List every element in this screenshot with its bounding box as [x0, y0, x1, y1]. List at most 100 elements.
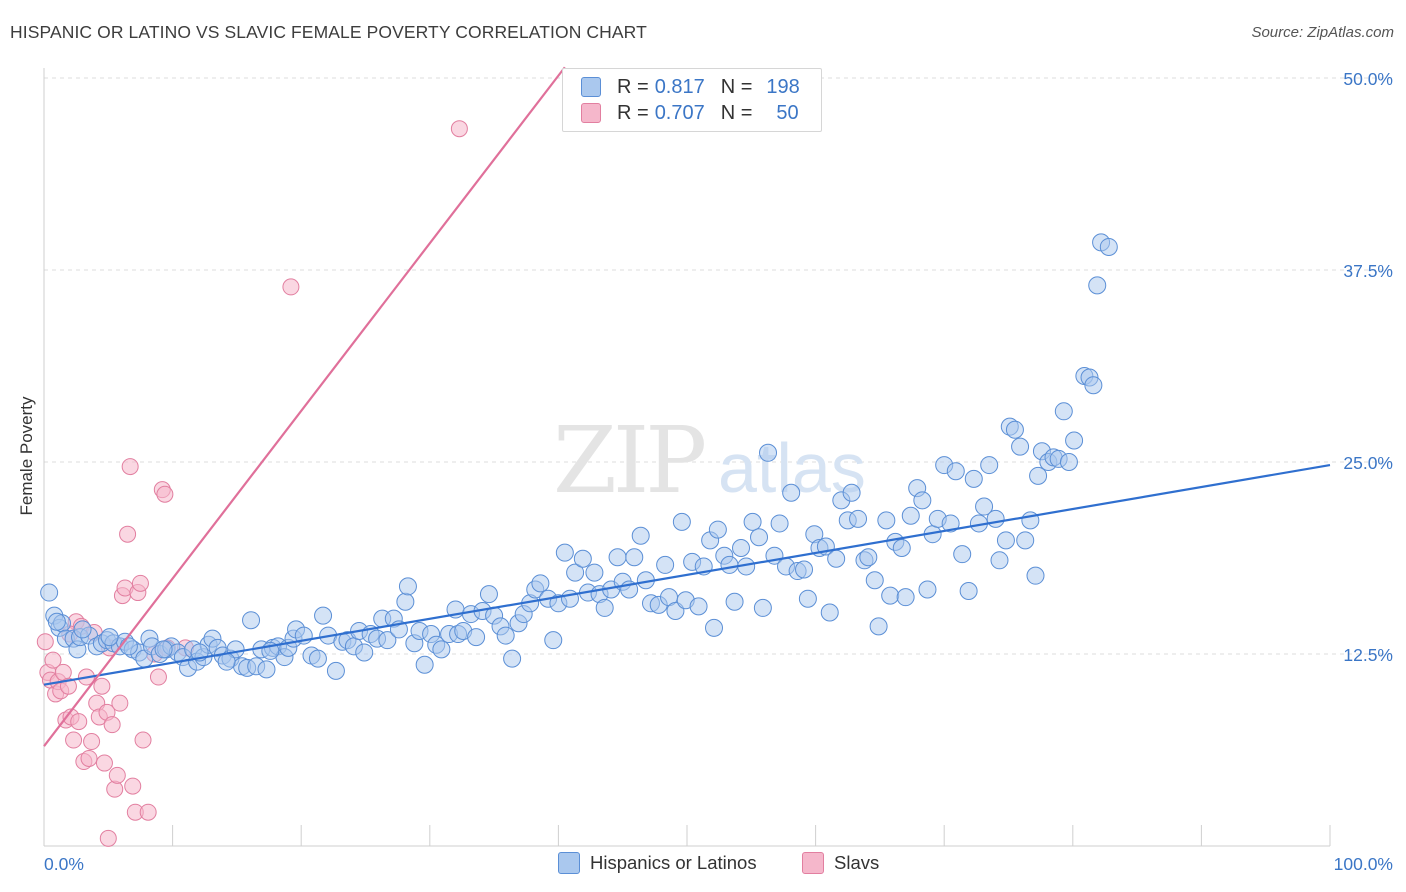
hispanic-point — [708, 520, 727, 539]
hispanic-point — [753, 598, 772, 617]
hispanic-point — [689, 597, 708, 616]
slav-point — [139, 803, 157, 821]
bottom-legend-swatch-slavs — [802, 852, 824, 874]
hispanic-point — [585, 563, 604, 582]
legend-swatch-slavs — [581, 103, 601, 123]
slav-point — [282, 278, 300, 296]
hispanic-point — [975, 497, 994, 516]
hispanic-point — [100, 628, 119, 647]
hispanic-point — [1059, 453, 1078, 471]
hispanic-point — [1026, 566, 1045, 585]
legend-r-value: 0.707 — [654, 101, 705, 124]
hispanic-point — [1088, 276, 1107, 295]
hispanic-point — [732, 539, 751, 558]
hispanic-point — [953, 545, 972, 564]
tick-labels: 12.5% 25.0% 37.5% 50.0% 0.0% 100.0% — [44, 69, 1393, 874]
legend-r-label: R = — [617, 75, 649, 98]
hispanic-point — [1054, 402, 1073, 421]
bottom-legend-label-slavs: Slavs — [834, 852, 880, 873]
slav-point — [95, 754, 113, 772]
legend-n-value: 198 — [766, 75, 800, 98]
hispanic-point — [865, 571, 884, 590]
hispanic-point — [913, 491, 932, 510]
hispanic-point — [531, 574, 550, 593]
hispanic-point — [544, 631, 563, 650]
hispanic-point — [355, 643, 374, 662]
watermark-zip: ZIP — [553, 407, 704, 514]
x-tick-label: 0.0% — [44, 854, 84, 874]
hispanic-point — [631, 526, 650, 545]
hispanic-point — [503, 649, 522, 668]
hispanic-point — [566, 563, 585, 582]
legend-row-slavs: R = 0.707 N = 50 — [581, 101, 799, 125]
hispanic-point — [1029, 466, 1048, 485]
y-tick-label: 12.5% — [1343, 645, 1393, 665]
bottom-legend-label-hispanics: Hispanics or Latinos — [590, 852, 757, 873]
slav-point — [124, 777, 142, 795]
y-tick-label: 37.5% — [1343, 261, 1393, 281]
hispanic-point — [842, 483, 861, 502]
hispanic-point — [154, 640, 173, 659]
slav-point — [103, 716, 121, 734]
hispanic-point — [996, 531, 1015, 550]
legend-n-label: N = — [720, 101, 753, 124]
slav-point — [93, 677, 111, 695]
trend-lines — [43, 66, 1331, 747]
hispanic-point — [964, 469, 983, 488]
hispanic-point — [849, 509, 868, 528]
legend-swatch-hispanics — [581, 77, 601, 97]
slav-point — [121, 458, 139, 476]
hispanic-point — [941, 514, 960, 533]
slav-point — [149, 668, 167, 686]
hispanic-point — [119, 637, 138, 656]
slav-point — [111, 694, 129, 712]
hispanic-point — [1011, 437, 1030, 456]
hispanic-point — [555, 543, 574, 562]
hispanic-point — [918, 580, 937, 599]
hispanic-point — [770, 514, 789, 533]
hispanic-point — [432, 640, 451, 659]
legend-r-label: R = — [617, 101, 649, 124]
hispanic-point — [672, 512, 691, 531]
y-tick-label: 50.0% — [1343, 69, 1393, 89]
hispanic-point — [946, 462, 965, 481]
hispanic-point — [980, 456, 999, 475]
hispanic-point — [959, 582, 978, 601]
hispanic-point — [625, 548, 644, 567]
hispanic-point — [257, 660, 276, 679]
slav-point — [106, 780, 124, 798]
hispanic-point — [1065, 431, 1084, 450]
hispanic-point — [827, 549, 846, 568]
slav-point — [65, 731, 83, 749]
slav-point — [134, 731, 152, 749]
hispanic-point — [479, 585, 498, 604]
hispanic-point — [1099, 237, 1118, 256]
hispanic-point — [398, 577, 417, 596]
hispanic-point — [40, 583, 59, 602]
hispanic-point — [782, 483, 801, 502]
legend-n-label: N = — [720, 75, 753, 98]
chart-source: Source: ZipAtlas.com — [1251, 24, 1394, 41]
legend-r-value: 0.817 — [654, 75, 705, 98]
chart-title: HISPANIC OR LATINO VS SLAVIC FEMALE POVE… — [10, 22, 647, 42]
hispanic-point — [725, 592, 744, 611]
hispanic-point — [990, 551, 1009, 570]
hispanic-point — [750, 528, 769, 547]
hispanic-point — [986, 509, 1005, 528]
slav-point — [83, 733, 101, 751]
hispanic-point — [496, 626, 515, 645]
hispanics-trend-line — [43, 463, 1331, 686]
hispanic-point — [595, 598, 614, 617]
hispanic-point — [608, 548, 627, 567]
hispanic-point — [743, 512, 762, 531]
hispanic-point — [73, 620, 92, 639]
hispanic-point — [869, 617, 888, 636]
hispanic-point — [720, 555, 739, 574]
axes — [43, 68, 1331, 847]
slav-point — [450, 120, 468, 138]
bottom-legend-swatch-hispanics — [558, 852, 580, 874]
hispanic-point — [415, 655, 434, 674]
hispanic-point — [877, 511, 896, 530]
hispanic-point — [326, 661, 345, 680]
